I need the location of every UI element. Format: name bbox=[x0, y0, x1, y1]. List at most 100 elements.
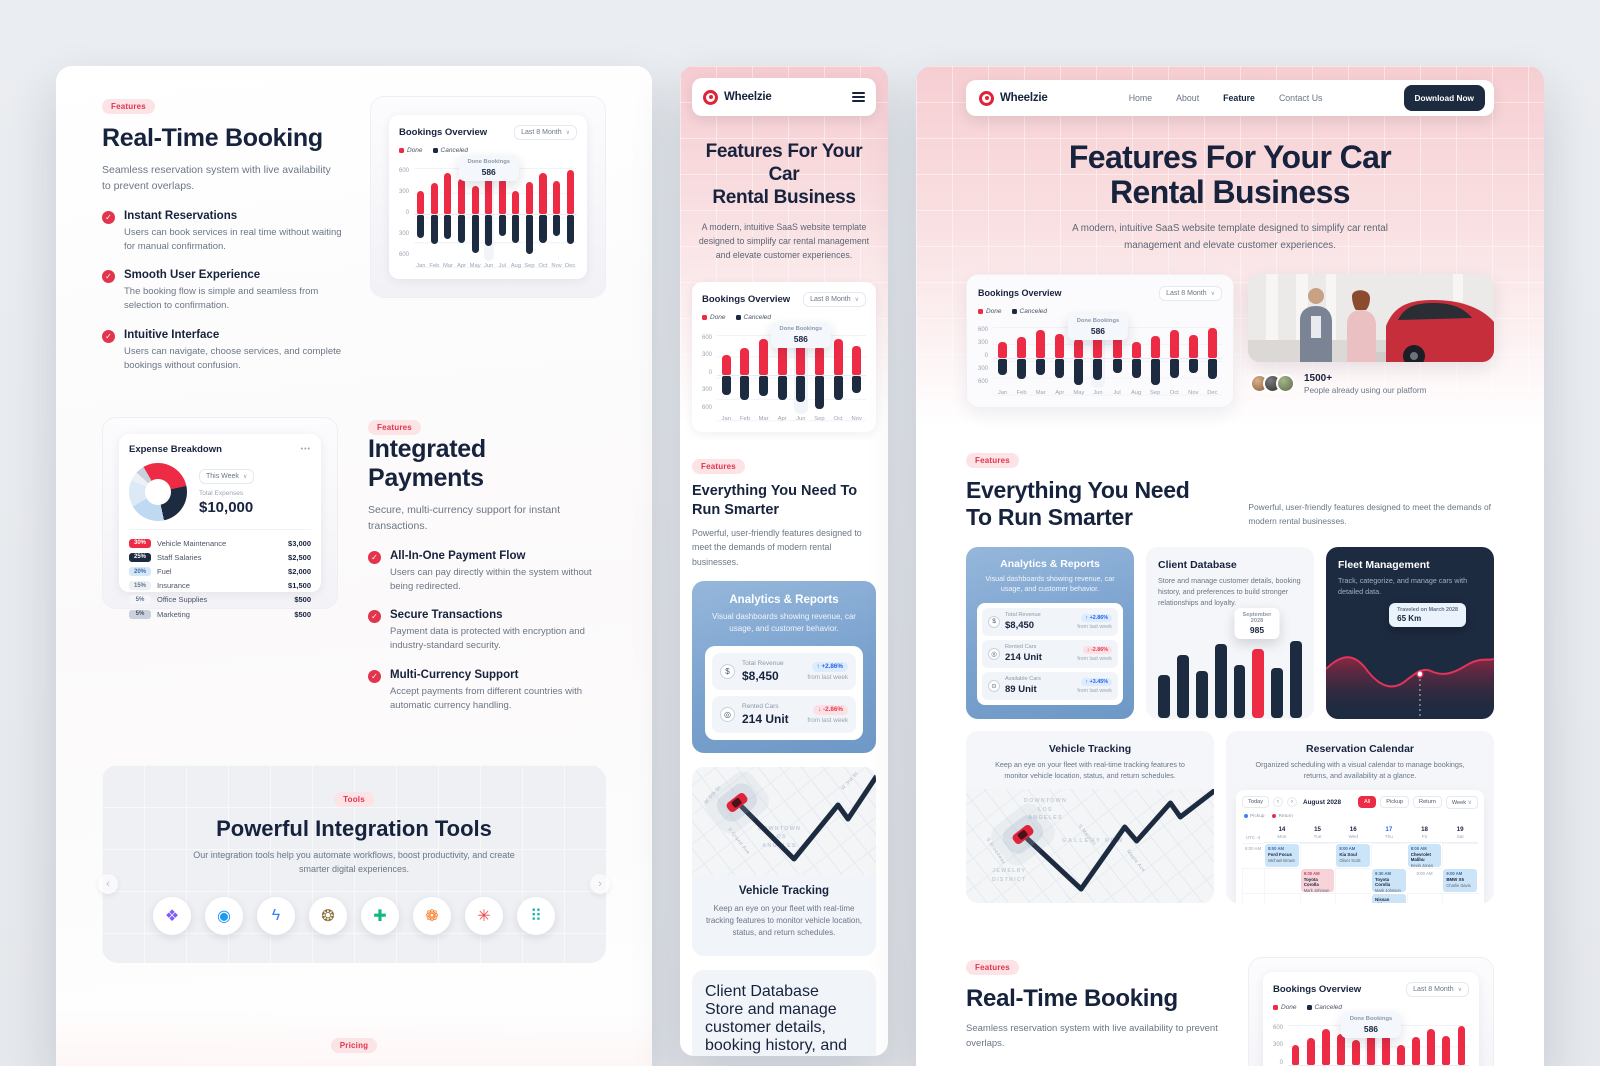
calendar-cell[interactable] bbox=[1264, 867, 1300, 893]
calendar-cell[interactable] bbox=[1335, 867, 1372, 893]
calendar-event[interactable]: 9:00 AM BMW X5 Charlie Davis bbox=[1443, 868, 1477, 892]
calendar-event[interactable]: Nissan AltimaOliver Scott bbox=[1372, 893, 1406, 903]
chart-tooltip: September 2028 985 bbox=[1234, 608, 1280, 640]
chart-tooltip: Done Bookings 586 bbox=[458, 155, 519, 181]
expense-row: 20% Fuel $2,000 bbox=[129, 564, 311, 578]
chevron-down-icon: ∨ bbox=[565, 130, 570, 136]
calendar-event[interactable]: 8:00 AM Ford Focus Michael Brown bbox=[1265, 843, 1299, 867]
analytics-reports-card: Analytics & Reports Visual dashboards sh… bbox=[966, 546, 1134, 719]
range-dropdown[interactable]: Last 8 Month ∨ bbox=[1406, 981, 1469, 997]
bar-column: Mar bbox=[1031, 327, 1051, 396]
pricing-title: Choose The Plan That Fits You bbox=[102, 1062, 606, 1066]
calendar-cell[interactable] bbox=[1406, 892, 1443, 903]
prev-icon[interactable]: ‹ bbox=[1273, 797, 1283, 808]
calendar-cell[interactable] bbox=[1442, 892, 1478, 903]
avatar bbox=[1276, 374, 1295, 394]
social-proof: 1500+ People already using our platform bbox=[1248, 373, 1494, 395]
filter-all[interactable]: All bbox=[1358, 796, 1377, 809]
expense-row: 30% Vehicle Maintenance $3,000 bbox=[129, 536, 311, 550]
calendar-event[interactable]: 8:00 AM Chevrolet Malibu Kevin Jones bbox=[1407, 843, 1442, 867]
bar-column: Mar bbox=[441, 168, 455, 269]
target-app-icon[interactable]: ❂ bbox=[309, 896, 347, 935]
chevron-down-icon: ∨ bbox=[242, 473, 248, 480]
calendar-cell[interactable] bbox=[1242, 867, 1265, 893]
pricing-section: Pricing Choose The Plan That Fits You Fl… bbox=[56, 1008, 652, 1066]
vehicle-tracking-card: W 6th St S Grand Ave W 3rd St DOWNTOWN L… bbox=[692, 766, 876, 956]
next-icon[interactable]: › bbox=[1287, 797, 1297, 808]
nav-feature[interactable]: Feature bbox=[1223, 93, 1255, 103]
showroom-photo bbox=[1248, 273, 1494, 362]
today-button[interactable]: Today bbox=[1242, 796, 1269, 809]
calendar-cell[interactable] bbox=[1335, 892, 1372, 903]
week-dropdown[interactable]: This Week ∨ bbox=[199, 468, 255, 484]
route-line bbox=[739, 774, 876, 862]
blue-drop-app-icon[interactable]: ◉ bbox=[205, 896, 243, 935]
features-badge: Features bbox=[966, 959, 1019, 975]
flower-app-icon[interactable]: ❁ bbox=[413, 896, 451, 935]
bookings-card-frame: Bookings Overview Last 8 Month ∨ Done Can… bbox=[1248, 956, 1494, 1066]
y-axis-tick: 0 bbox=[1279, 1059, 1284, 1066]
route-line bbox=[1025, 788, 1215, 892]
nav-home[interactable]: Home bbox=[1128, 93, 1153, 103]
dots-app-icon[interactable]: ⠿ bbox=[517, 896, 555, 935]
chart-tooltip: Done Bookings 586 bbox=[1067, 313, 1129, 340]
nav-contact[interactable]: Contact Us bbox=[1278, 93, 1323, 103]
expense-row: 15% Insurance $1,500 bbox=[129, 579, 311, 593]
calendar-cell[interactable] bbox=[1299, 842, 1336, 868]
calendar-cell[interactable] bbox=[1371, 842, 1407, 868]
filter-return[interactable]: Return bbox=[1413, 796, 1442, 809]
mobile-features-intro: Features Everything You Need To Run Smar… bbox=[692, 456, 876, 569]
client-bar bbox=[1290, 641, 1302, 719]
range-dropdown[interactable]: Last 8 Month ∨ bbox=[1159, 285, 1222, 301]
bar-column: Oct bbox=[536, 168, 550, 269]
purple-shapes-app-icon[interactable]: ❖ bbox=[153, 896, 191, 935]
bookings-overview-card: Bookings Overview Last 8 Month ∨ Done Can… bbox=[389, 115, 587, 279]
chevron-down-icon: ∨ bbox=[1467, 799, 1472, 806]
range-dropdown[interactable]: Last 8 Month ∨ bbox=[514, 125, 577, 140]
more-menu-icon[interactable]: ••• bbox=[300, 446, 311, 454]
brand-logo[interactable]: Wheelzie bbox=[703, 89, 772, 105]
calendar-cell[interactable] bbox=[1442, 842, 1478, 868]
clients-bar-chart: September 2028 985 bbox=[1158, 608, 1302, 719]
chevron-down-icon: ∨ bbox=[854, 296, 859, 303]
calendar-cell[interactable] bbox=[1242, 892, 1265, 903]
y-axis-tick: 600 bbox=[978, 326, 989, 333]
bar-column: Apr bbox=[1050, 327, 1070, 396]
clover-app-icon[interactable]: ✚ bbox=[361, 896, 399, 935]
burst-app-icon[interactable]: ✳ bbox=[465, 896, 503, 935]
hero: Features For Your Car Rental Business A m… bbox=[1068, 139, 1392, 251]
download-now-button[interactable]: Download Now bbox=[1403, 85, 1485, 111]
expense-row: 5% Marketing $500 bbox=[129, 607, 311, 621]
brand-logo[interactable]: Wheelzie bbox=[979, 90, 1048, 106]
calendar-cell[interactable] bbox=[1299, 892, 1336, 903]
carousel-prev-icon[interactable]: ‹ bbox=[98, 873, 118, 894]
dollar-icon: $ bbox=[988, 615, 1000, 628]
nav-about[interactable]: About bbox=[1176, 93, 1200, 103]
y-axis-tick: 600 bbox=[978, 378, 989, 385]
total-expenses-value: $10,000 bbox=[199, 498, 254, 516]
filter-pickup[interactable]: Pickup bbox=[1380, 796, 1410, 809]
client-bar bbox=[1214, 644, 1227, 719]
calendar-cell[interactable] bbox=[1264, 892, 1300, 903]
chart-tooltip: Done Bookings 586 bbox=[1340, 1011, 1402, 1038]
range-dropdown[interactable]: Last 8 Month ∨ bbox=[803, 291, 866, 307]
chart-legend: Done Canceled bbox=[399, 147, 577, 154]
features-badge: Features bbox=[692, 458, 745, 474]
y-axis-tick: 300 bbox=[702, 352, 713, 359]
calendar-event[interactable]: 9:30 AM Toyota Corolla Mark Johnson bbox=[1372, 868, 1406, 892]
dollar-icon: $ bbox=[720, 663, 735, 679]
calendar-event[interactable]: 9:00 AM Toyota Corolla Mark Johnson bbox=[1300, 868, 1335, 892]
bar-column: Oct bbox=[828, 335, 848, 422]
calendar-event[interactable]: 8:00 AM Kia Soul Oliver Scott bbox=[1336, 843, 1371, 867]
bolt-app-icon[interactable]: ϟ bbox=[257, 896, 295, 935]
fleet-tooltip: Traveled on March 2028 65 Km bbox=[1389, 602, 1466, 627]
vehicle-tracking-card: Vehicle Tracking Keep an eye on your fle… bbox=[966, 730, 1215, 903]
check-icon: ✓ bbox=[102, 270, 115, 284]
bar-column: Dec bbox=[1202, 327, 1222, 396]
features-badge: Features bbox=[102, 99, 155, 114]
realtime-booking-section: Features Real-Time Booking Seamless rese… bbox=[56, 66, 652, 373]
view-dropdown[interactable]: Week ∨ bbox=[1445, 795, 1478, 809]
hamburger-menu-icon[interactable] bbox=[852, 91, 865, 103]
carousel-next-icon[interactable]: › bbox=[590, 873, 610, 894]
